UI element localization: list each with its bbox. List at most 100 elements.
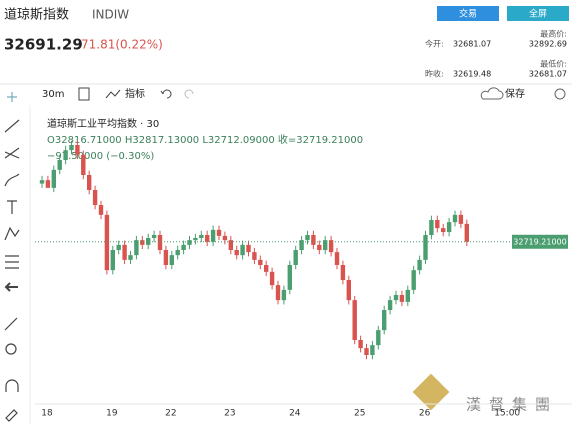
candle-body	[122, 244, 127, 260]
candle-body	[181, 244, 186, 250]
candle-body	[146, 238, 151, 245]
candle-body	[169, 255, 174, 265]
candle-body	[441, 228, 446, 232]
indicator-icon[interactable]	[105, 89, 121, 99]
candle-body	[258, 259, 263, 265]
candle-type-icon[interactable]	[78, 87, 90, 101]
candle-body	[69, 145, 74, 151]
candle-body	[193, 238, 198, 241]
x-tick-label: 25	[354, 409, 365, 419]
candle-body	[393, 295, 399, 301]
interval-button[interactable]: 30m	[42, 89, 64, 100]
x-tick-label: 23	[224, 409, 235, 419]
candle-body	[39, 180, 45, 184]
candle-body	[317, 244, 322, 250]
magnet-tool[interactable]	[5, 379, 19, 392]
cloud-icon[interactable]	[480, 87, 504, 100]
pattern-tool[interactable]	[4, 226, 20, 241]
candle-body	[157, 235, 163, 250]
indicator-button[interactable]: 指标	[125, 87, 145, 100]
candle-body	[187, 240, 192, 245]
legend-ohlc: O32816.71000 H32817.13000 L32712.09000 收…	[47, 133, 363, 146]
candle-body	[104, 214, 110, 271]
fib-tool[interactable]	[4, 147, 20, 159]
fullscreen-button-label[interactable]: 全屏	[529, 8, 547, 20]
candle-body	[81, 154, 86, 175]
candle-body	[252, 252, 257, 260]
candle-body	[376, 330, 381, 346]
candle-body	[287, 265, 292, 290]
x-tick-label: 24	[289, 409, 301, 419]
ruler-tool[interactable]	[4, 317, 18, 331]
legend-change: −97.50000 (−0.30%)	[47, 151, 154, 162]
candle-body	[63, 150, 68, 160]
brush-tool[interactable]	[4, 173, 20, 187]
stat-label: 最高价:	[540, 29, 567, 39]
edit-tool[interactable]	[5, 409, 18, 422]
candle-body	[293, 250, 298, 265]
candle-body	[92, 190, 98, 205]
x-tick-label: 18	[41, 409, 53, 419]
stat-value: 32681.07	[453, 40, 491, 49]
back-tool[interactable]	[4, 282, 18, 292]
trade-button-label[interactable]: 交易	[459, 8, 477, 20]
candle-body	[334, 252, 340, 265]
candle-body	[246, 244, 251, 253]
candle-body	[464, 223, 469, 242]
candle-body	[382, 310, 387, 331]
redo-icon[interactable]	[184, 89, 194, 99]
candle-body	[299, 240, 304, 250]
candle-body	[110, 250, 115, 271]
watermark: 漢督集團	[412, 373, 550, 414]
candle-body	[387, 300, 393, 310]
candle-body	[175, 250, 180, 256]
drawing-tools	[4, 92, 20, 422]
candle-body	[234, 250, 239, 256]
stat-value: 32892.69	[529, 40, 567, 49]
x-tick-label: 15:00	[494, 409, 520, 419]
candle-body	[281, 289, 287, 301]
candle-body	[305, 235, 310, 241]
candle-body	[216, 229, 222, 236]
x-tick-label: 22	[165, 409, 176, 419]
prediction-tool[interactable]	[5, 255, 19, 269]
candle-body	[134, 240, 139, 256]
candle-body	[45, 180, 51, 188]
trade-button[interactable]	[437, 6, 499, 21]
candle-body	[116, 244, 121, 250]
stat-value: 32681.07	[529, 70, 567, 79]
stat-label: 今开:	[425, 39, 444, 49]
watermark-logo	[412, 373, 450, 411]
candle-body	[340, 265, 346, 280]
candle-body	[364, 348, 369, 355]
candle-body	[358, 340, 363, 349]
candle-body	[264, 265, 269, 272]
text-tool[interactable]	[7, 200, 17, 214]
trendline-tool[interactable]	[4, 119, 20, 133]
last-price-box	[512, 234, 568, 249]
candle-body	[399, 295, 405, 302]
crosshair-tool[interactable]	[7, 92, 17, 102]
candle-body	[269, 271, 275, 286]
candle-body	[429, 220, 434, 235]
legend-title: 道琼斯工业平均指数 · 30	[47, 117, 159, 130]
candle-body	[411, 270, 416, 290]
save-button[interactable]: 保存	[505, 87, 525, 100]
fullscreen-button[interactable]	[507, 6, 569, 21]
candle-body	[370, 345, 375, 355]
stat-label: 最低价:	[540, 59, 567, 69]
price-change: 71.81(0.22%)	[81, 38, 163, 52]
candle-body	[417, 259, 422, 271]
candle-body	[240, 244, 245, 256]
candle-body	[446, 222, 452, 232]
candle-body	[435, 220, 440, 229]
x-tick-label: 26	[419, 409, 431, 419]
undo-icon[interactable]	[160, 89, 172, 99]
zoom-tool[interactable]	[5, 343, 17, 355]
candle-body	[222, 235, 228, 241]
candle-body	[199, 235, 204, 238]
candle-body	[275, 285, 281, 301]
settings-icon[interactable]	[554, 88, 566, 100]
candle-body	[323, 240, 328, 250]
